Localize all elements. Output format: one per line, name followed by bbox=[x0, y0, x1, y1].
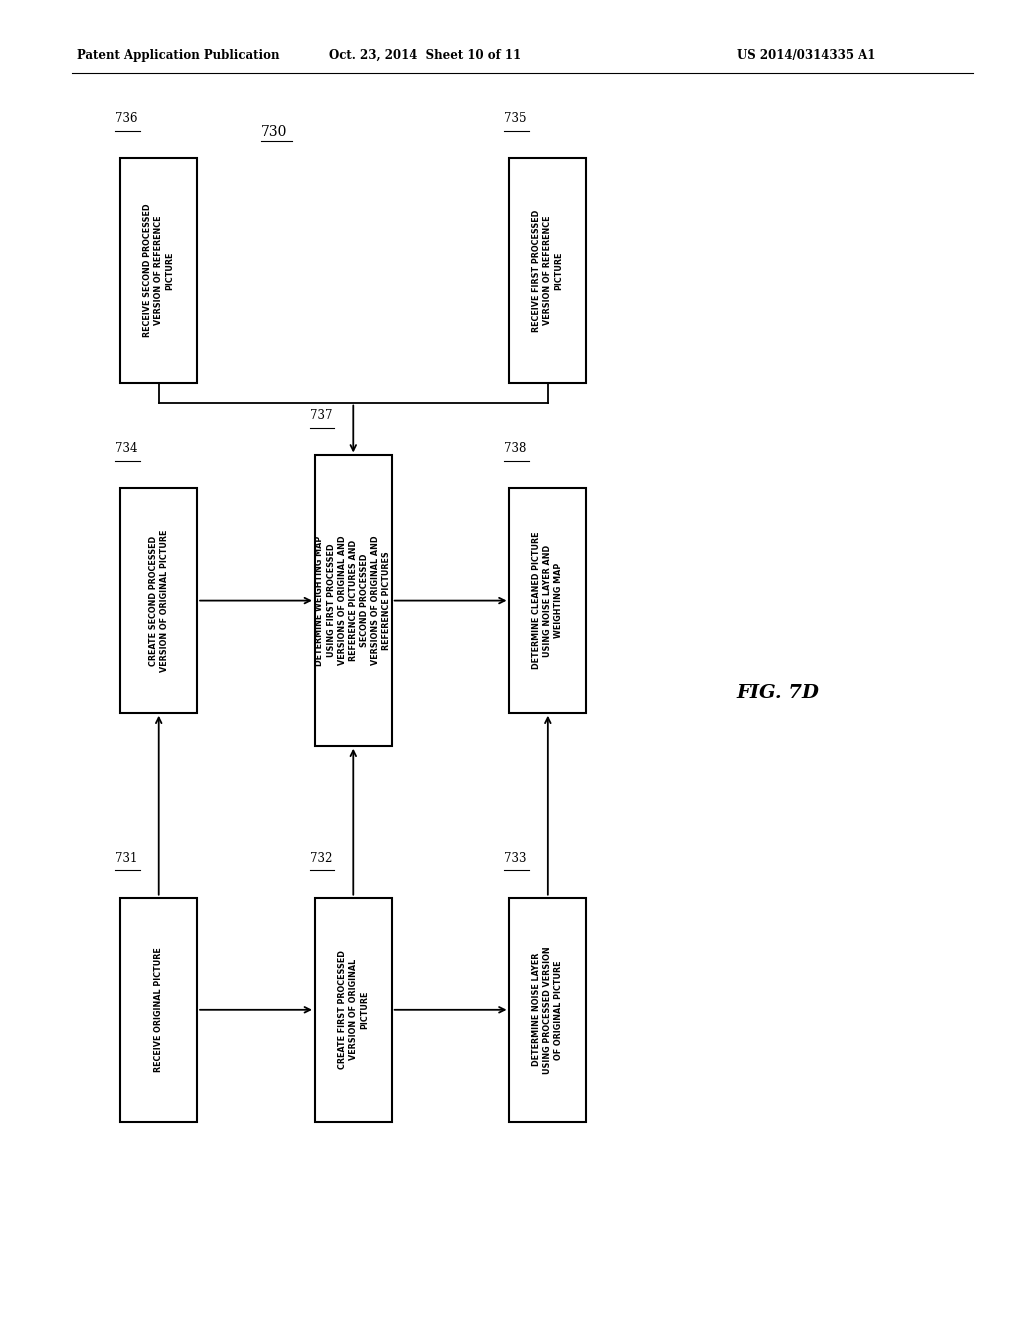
Text: DETERMINE CLEANED PICTURE
USING NOISE LAYER AND
WEIGHTING MAP: DETERMINE CLEANED PICTURE USING NOISE LA… bbox=[532, 532, 563, 669]
Text: 738: 738 bbox=[505, 442, 526, 455]
Text: Oct. 23, 2014  Sheet 10 of 11: Oct. 23, 2014 Sheet 10 of 11 bbox=[329, 49, 521, 62]
Text: US 2014/0314335 A1: US 2014/0314335 A1 bbox=[737, 49, 876, 62]
Text: RECEIVE ORIGINAL PICTURE: RECEIVE ORIGINAL PICTURE bbox=[155, 948, 163, 1072]
Text: 732: 732 bbox=[309, 851, 332, 865]
Bar bbox=[510, 158, 586, 383]
Text: 733: 733 bbox=[505, 851, 526, 865]
Text: 736: 736 bbox=[115, 112, 137, 125]
Bar bbox=[315, 898, 391, 1122]
Text: 731: 731 bbox=[115, 851, 137, 865]
Text: FIG. 7D: FIG. 7D bbox=[737, 684, 819, 702]
Text: 735: 735 bbox=[505, 112, 526, 125]
Bar bbox=[121, 488, 197, 713]
Text: DETERMINE WEIGHTING MAP
USING FIRST PROCESSED
VERSIONS OF ORIGINAL AND
REFERENCE: DETERMINE WEIGHTING MAP USING FIRST PROC… bbox=[315, 536, 391, 665]
Text: DETERMINE NOISE LAYER
USING PROCESSED VERSION
OF ORIGINAL PICTURE: DETERMINE NOISE LAYER USING PROCESSED VE… bbox=[532, 946, 563, 1073]
Bar bbox=[121, 158, 197, 383]
Text: 734: 734 bbox=[115, 442, 137, 455]
Text: CREATE FIRST PROCESSED
VERSION OF ORIGINAL
PICTURE: CREATE FIRST PROCESSED VERSION OF ORIGIN… bbox=[338, 950, 369, 1069]
Text: CREATE SECOND PROCESSED
VERSION OF ORIGINAL PICTURE: CREATE SECOND PROCESSED VERSION OF ORIGI… bbox=[148, 529, 169, 672]
Text: 737: 737 bbox=[309, 409, 332, 422]
Text: RECEIVE SECOND PROCESSED
VERSION OF REFERENCE
PICTURE: RECEIVE SECOND PROCESSED VERSION OF REFE… bbox=[143, 203, 174, 338]
Text: RECEIVE FIRST PROCESSED
VERSION OF REFERENCE
PICTURE: RECEIVE FIRST PROCESSED VERSION OF REFER… bbox=[532, 210, 563, 331]
Bar bbox=[510, 488, 586, 713]
Text: 730: 730 bbox=[261, 124, 288, 139]
Bar bbox=[315, 455, 391, 746]
Bar bbox=[121, 898, 197, 1122]
Text: Patent Application Publication: Patent Application Publication bbox=[77, 49, 280, 62]
Bar bbox=[510, 898, 586, 1122]
